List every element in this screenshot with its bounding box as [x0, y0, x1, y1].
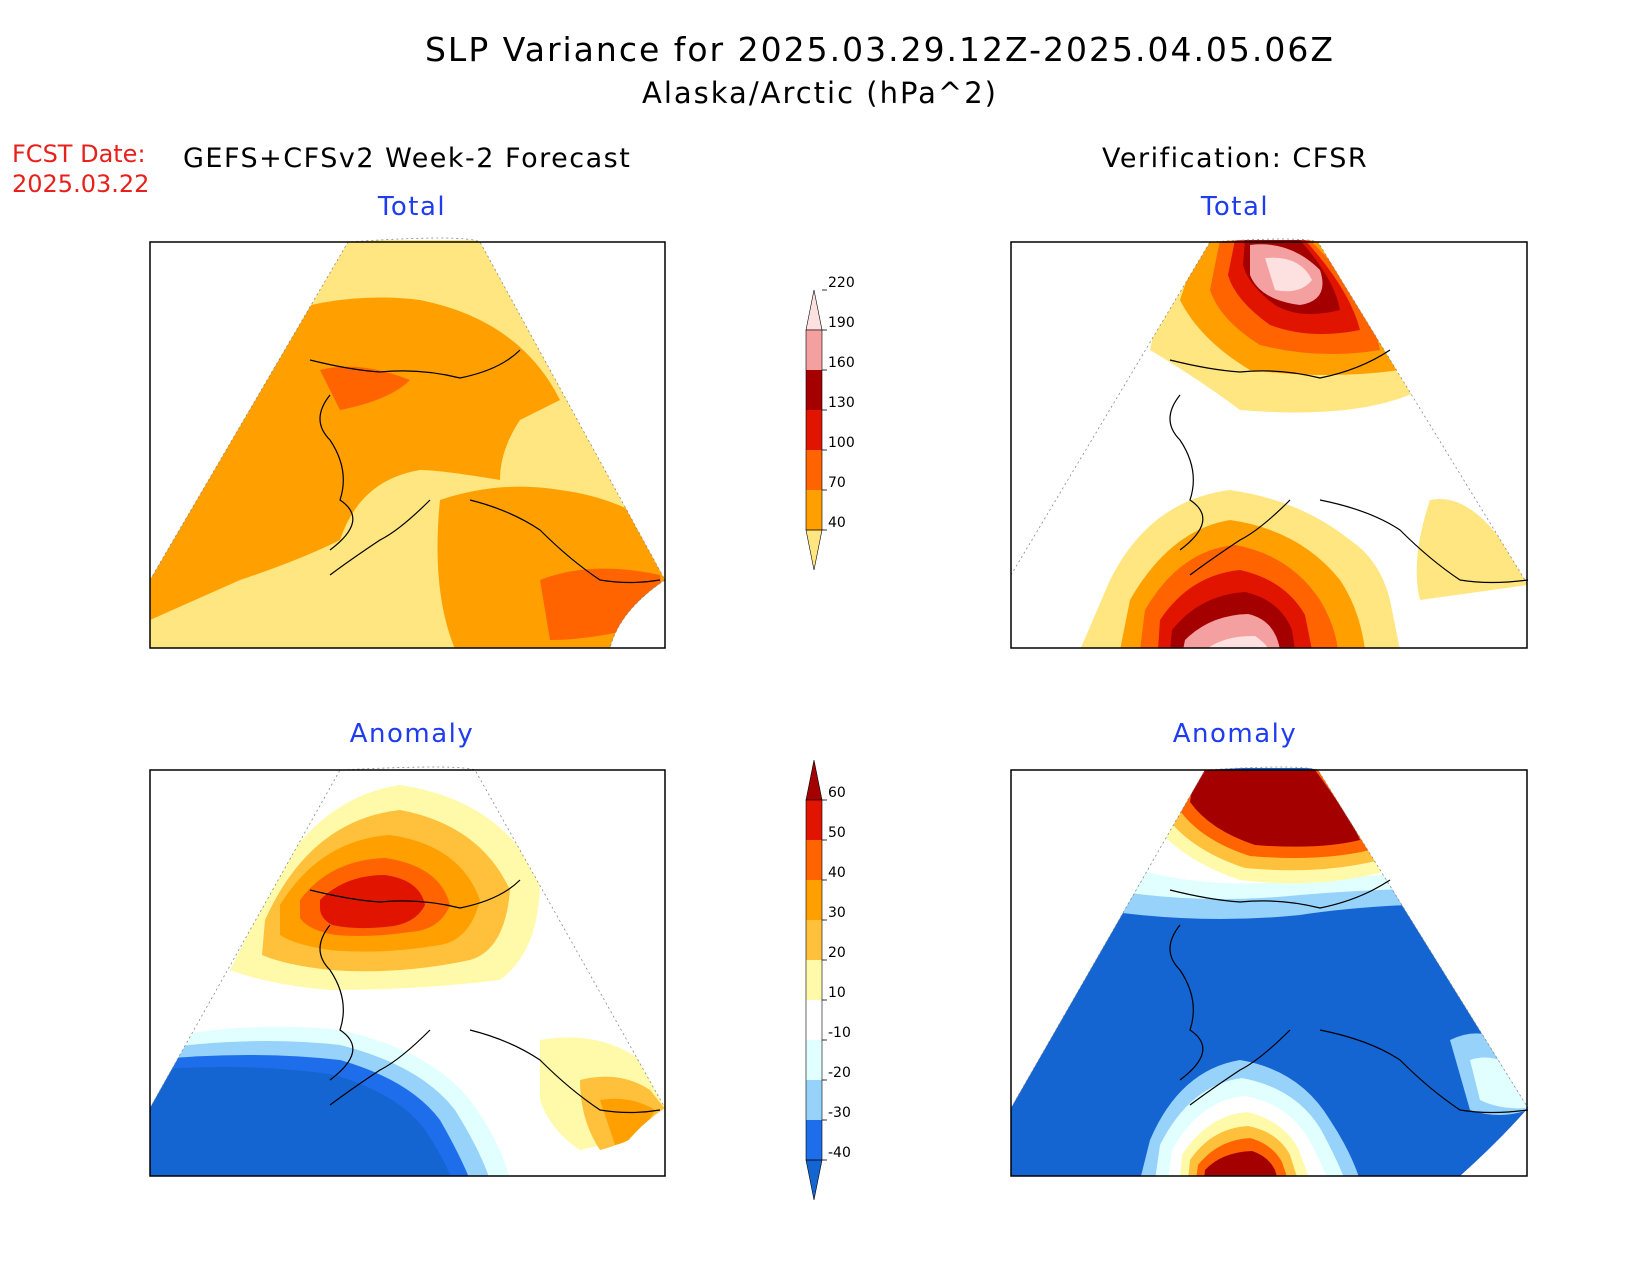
total-tick-label: 70 [828, 475, 846, 491]
anomaly-tick-label: 50 [828, 825, 846, 841]
panel-title-verif-total: Total [1200, 192, 1270, 222]
fcst-date-value: 2025.03.22 [12, 170, 150, 198]
fcst-date-label: FCST Date: [12, 140, 146, 168]
map-fcst-total [149, 237, 666, 649]
total-swatch-top [805, 289, 823, 331]
anomaly-tick-label: -30 [828, 1105, 851, 1121]
anomaly-tick-label: -20 [828, 1065, 851, 1081]
anomaly-outline [805, 799, 823, 1161]
anomaly-tick-label: -40 [828, 1145, 851, 1161]
total-swatch-bottom [805, 529, 823, 571]
anomaly-swatch-6 [806, 920, 822, 960]
total-swatch-4 [806, 370, 822, 410]
anomaly-swatch-8 [806, 840, 822, 880]
anomaly-swatch-5 [806, 960, 822, 1000]
total-tick-label: 190 [828, 315, 855, 331]
total-tick-label: 100 [828, 435, 855, 451]
total-swatch-3 [806, 410, 822, 450]
map-verif-total [1010, 238, 1529, 649]
anomaly-swatch-7 [806, 880, 822, 920]
anomaly-swatch-top [805, 759, 823, 801]
colorbar-anomaly: -40 -30 -20 -10 10 20 30 40 50 60 [805, 759, 851, 1201]
anomaly-swatch-1 [806, 1120, 822, 1160]
anomaly-tick-label: -10 [828, 1025, 851, 1041]
total-swatch-2 [806, 450, 822, 490]
anomaly-tick-label: 40 [828, 865, 846, 881]
anomaly-tick-label: 60 [828, 785, 846, 801]
anomaly-swatch-4 [806, 1000, 822, 1040]
verification-heading: Verification: CFSR [1102, 143, 1369, 174]
anomaly-swatch-9 [806, 800, 822, 840]
total-tick-label: 220 [828, 275, 855, 291]
anomaly-swatch-2 [806, 1080, 822, 1120]
map-verif-anomaly [1010, 766, 1529, 1177]
panel-title-verif-anomaly: Anomaly [1172, 719, 1298, 749]
anomaly-tick-label: 10 [828, 985, 846, 1001]
colorbar-total: 40 70 100 130 160 190 220 [805, 275, 855, 571]
total-swatch-1 [806, 490, 822, 530]
total-tick-label: 130 [828, 395, 855, 411]
anomaly-tick-label: 20 [828, 945, 846, 961]
total-swatch-5 [806, 330, 822, 370]
main-title: SLP Variance for 2025.03.29.12Z-2025.04.… [424, 30, 1336, 69]
panel-title-fcst-anomaly: Anomaly [349, 719, 475, 749]
forecast-heading: GEFS+CFSv2 Week-2 Forecast [183, 143, 632, 174]
main-subtitle: Alaska/Arctic (hPa^2) [642, 76, 998, 110]
total-tick-label: 40 [828, 515, 846, 531]
total-tick-label: 160 [828, 355, 855, 371]
anomaly-tick-label: 30 [828, 905, 846, 921]
map-fcst-anomaly [149, 766, 666, 1177]
anomaly-swatch-3 [806, 1040, 822, 1080]
panel-title-fcst-total: Total [377, 192, 447, 222]
total-outline [805, 329, 823, 531]
anomaly-swatch-bottom [805, 1159, 823, 1201]
